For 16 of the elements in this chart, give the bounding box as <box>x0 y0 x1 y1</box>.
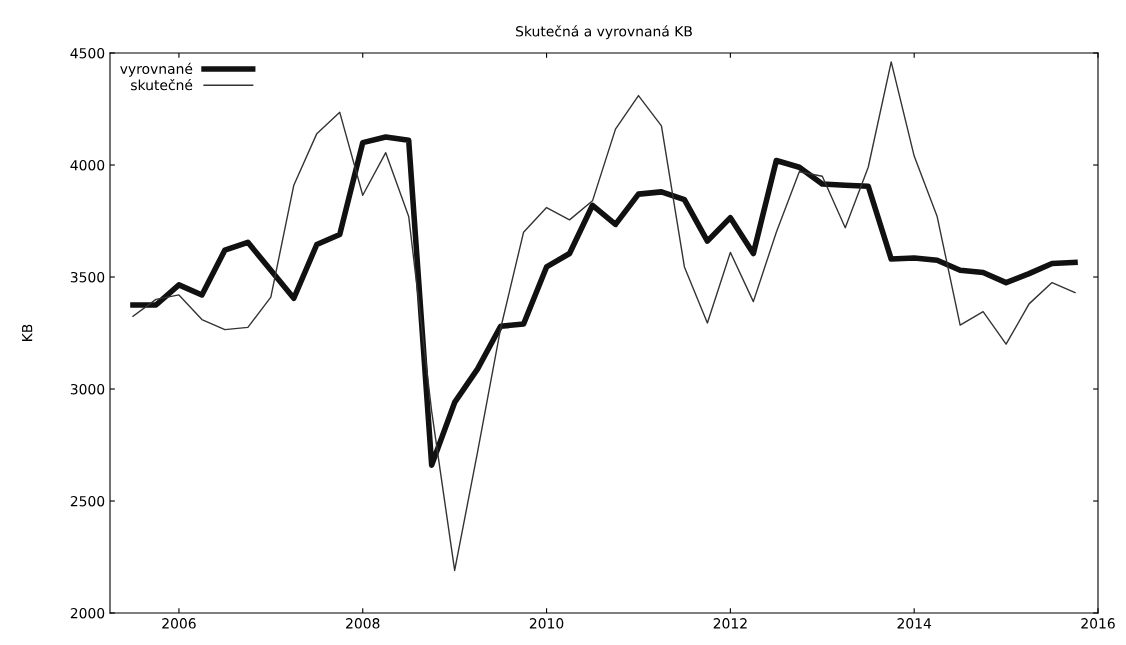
y-tick-label: 2500 <box>70 495 105 507</box>
legend-label: skutečné <box>131 78 193 91</box>
y-tick-label: 4000 <box>70 159 105 171</box>
y-tick-label: 3500 <box>70 271 105 283</box>
x-tick-label: 2012 <box>713 618 747 629</box>
legend-label: vyrovnané <box>120 62 193 77</box>
x-tick-label: 2016 <box>1081 618 1115 629</box>
x-tick-label: 2008 <box>346 618 380 629</box>
x-tick-label: 2010 <box>529 618 564 629</box>
chart-title: Skutečná a vyrovnaná KB <box>516 25 692 40</box>
y-tick-label: 2000 <box>70 607 105 619</box>
y-axis-title: KB <box>22 324 33 341</box>
x-tick-label: 2014 <box>897 618 932 629</box>
y-tick-label: 3000 <box>70 383 105 395</box>
x-tick-label: 2006 <box>162 618 196 629</box>
y-tick-label: 4500 <box>70 47 105 59</box>
